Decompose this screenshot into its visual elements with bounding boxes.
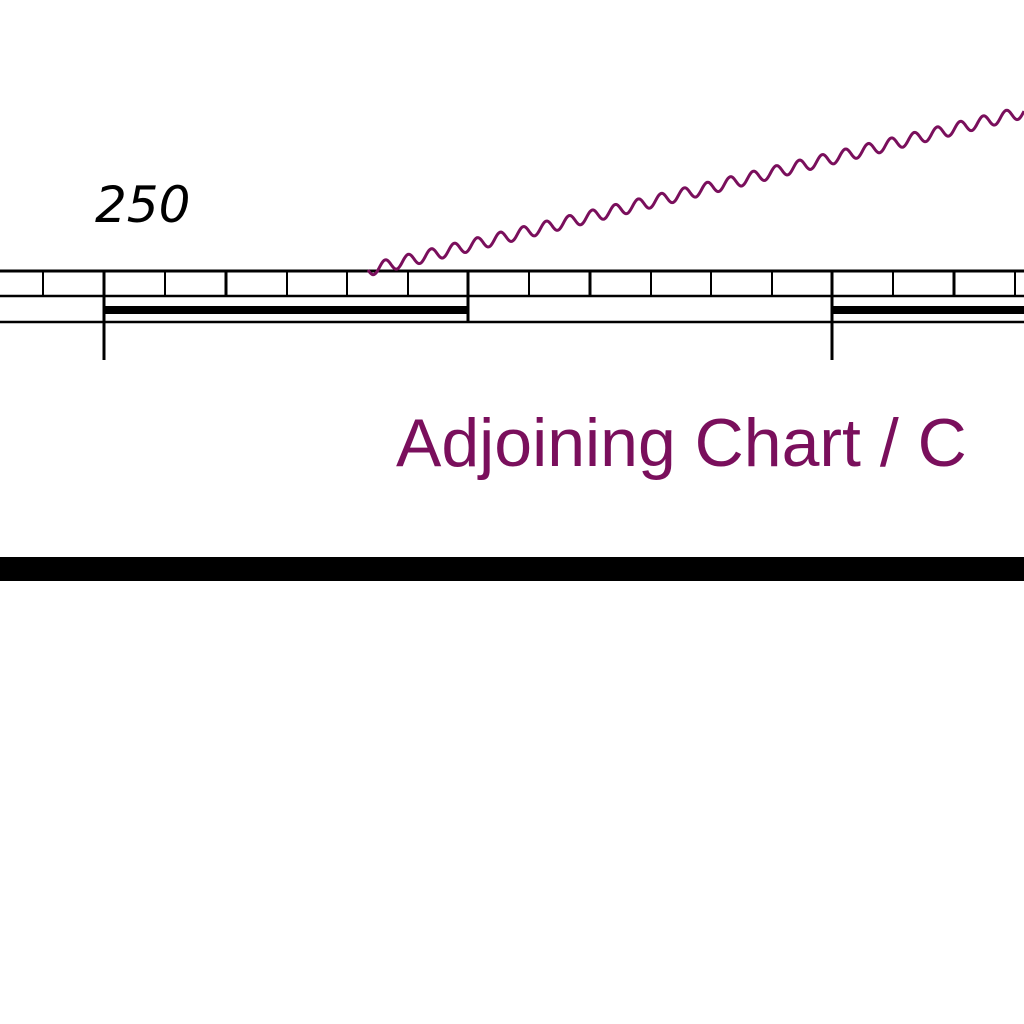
scale-bar-filled-segment <box>104 306 468 314</box>
boundary-wavy-line <box>366 108 1024 277</box>
border-scale-bar <box>0 269 1024 360</box>
scale-bar-filled-segment <box>832 306 1024 314</box>
scale-bar-minor-ticks <box>42 271 1016 296</box>
neatline <box>0 557 1024 581</box>
adjoining-chart-label: Adjoining Chart / C <box>396 405 967 481</box>
scale-label: 250 <box>95 176 190 234</box>
